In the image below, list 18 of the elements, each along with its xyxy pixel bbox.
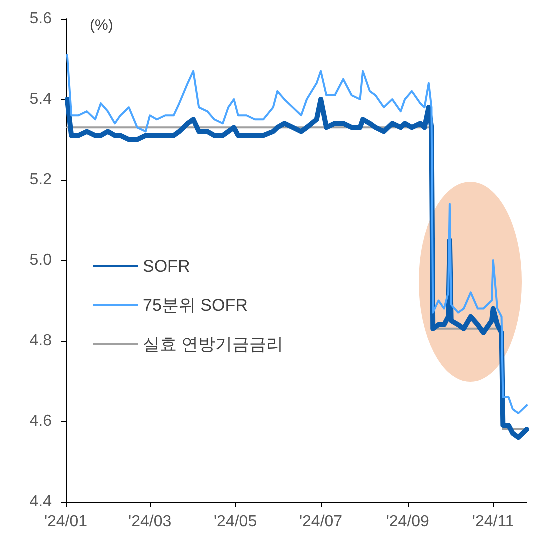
x-tick-label: '24/01 [44, 514, 88, 530]
legend-label: 75분위 SOFR [143, 296, 248, 315]
y-tick-label: 5.0 [30, 252, 52, 269]
y-tick-label: 5.2 [30, 172, 52, 188]
x-tick-label: '24/05 [214, 514, 258, 530]
x-tick-label: '24/07 [299, 514, 343, 530]
y-axis-title: (%) [90, 17, 114, 34]
y-tick-label: 4.8 [30, 332, 52, 350]
y-tick-label: 5.6 [30, 10, 52, 28]
line-series [66, 54, 528, 414]
y-tick-label: 4.4 [30, 494, 52, 510]
legend-label: SOFR [143, 257, 190, 276]
x-tick-label: '24/03 [128, 514, 172, 530]
x-tick-label: '24/09 [386, 514, 430, 530]
x-tick-label: '24/11 [472, 514, 514, 530]
legend-label: 실효 연방기금금리 [143, 335, 284, 354]
y-tick-label: 4.6 [30, 413, 52, 430]
y-tick-label: 5.4 [30, 91, 52, 108]
